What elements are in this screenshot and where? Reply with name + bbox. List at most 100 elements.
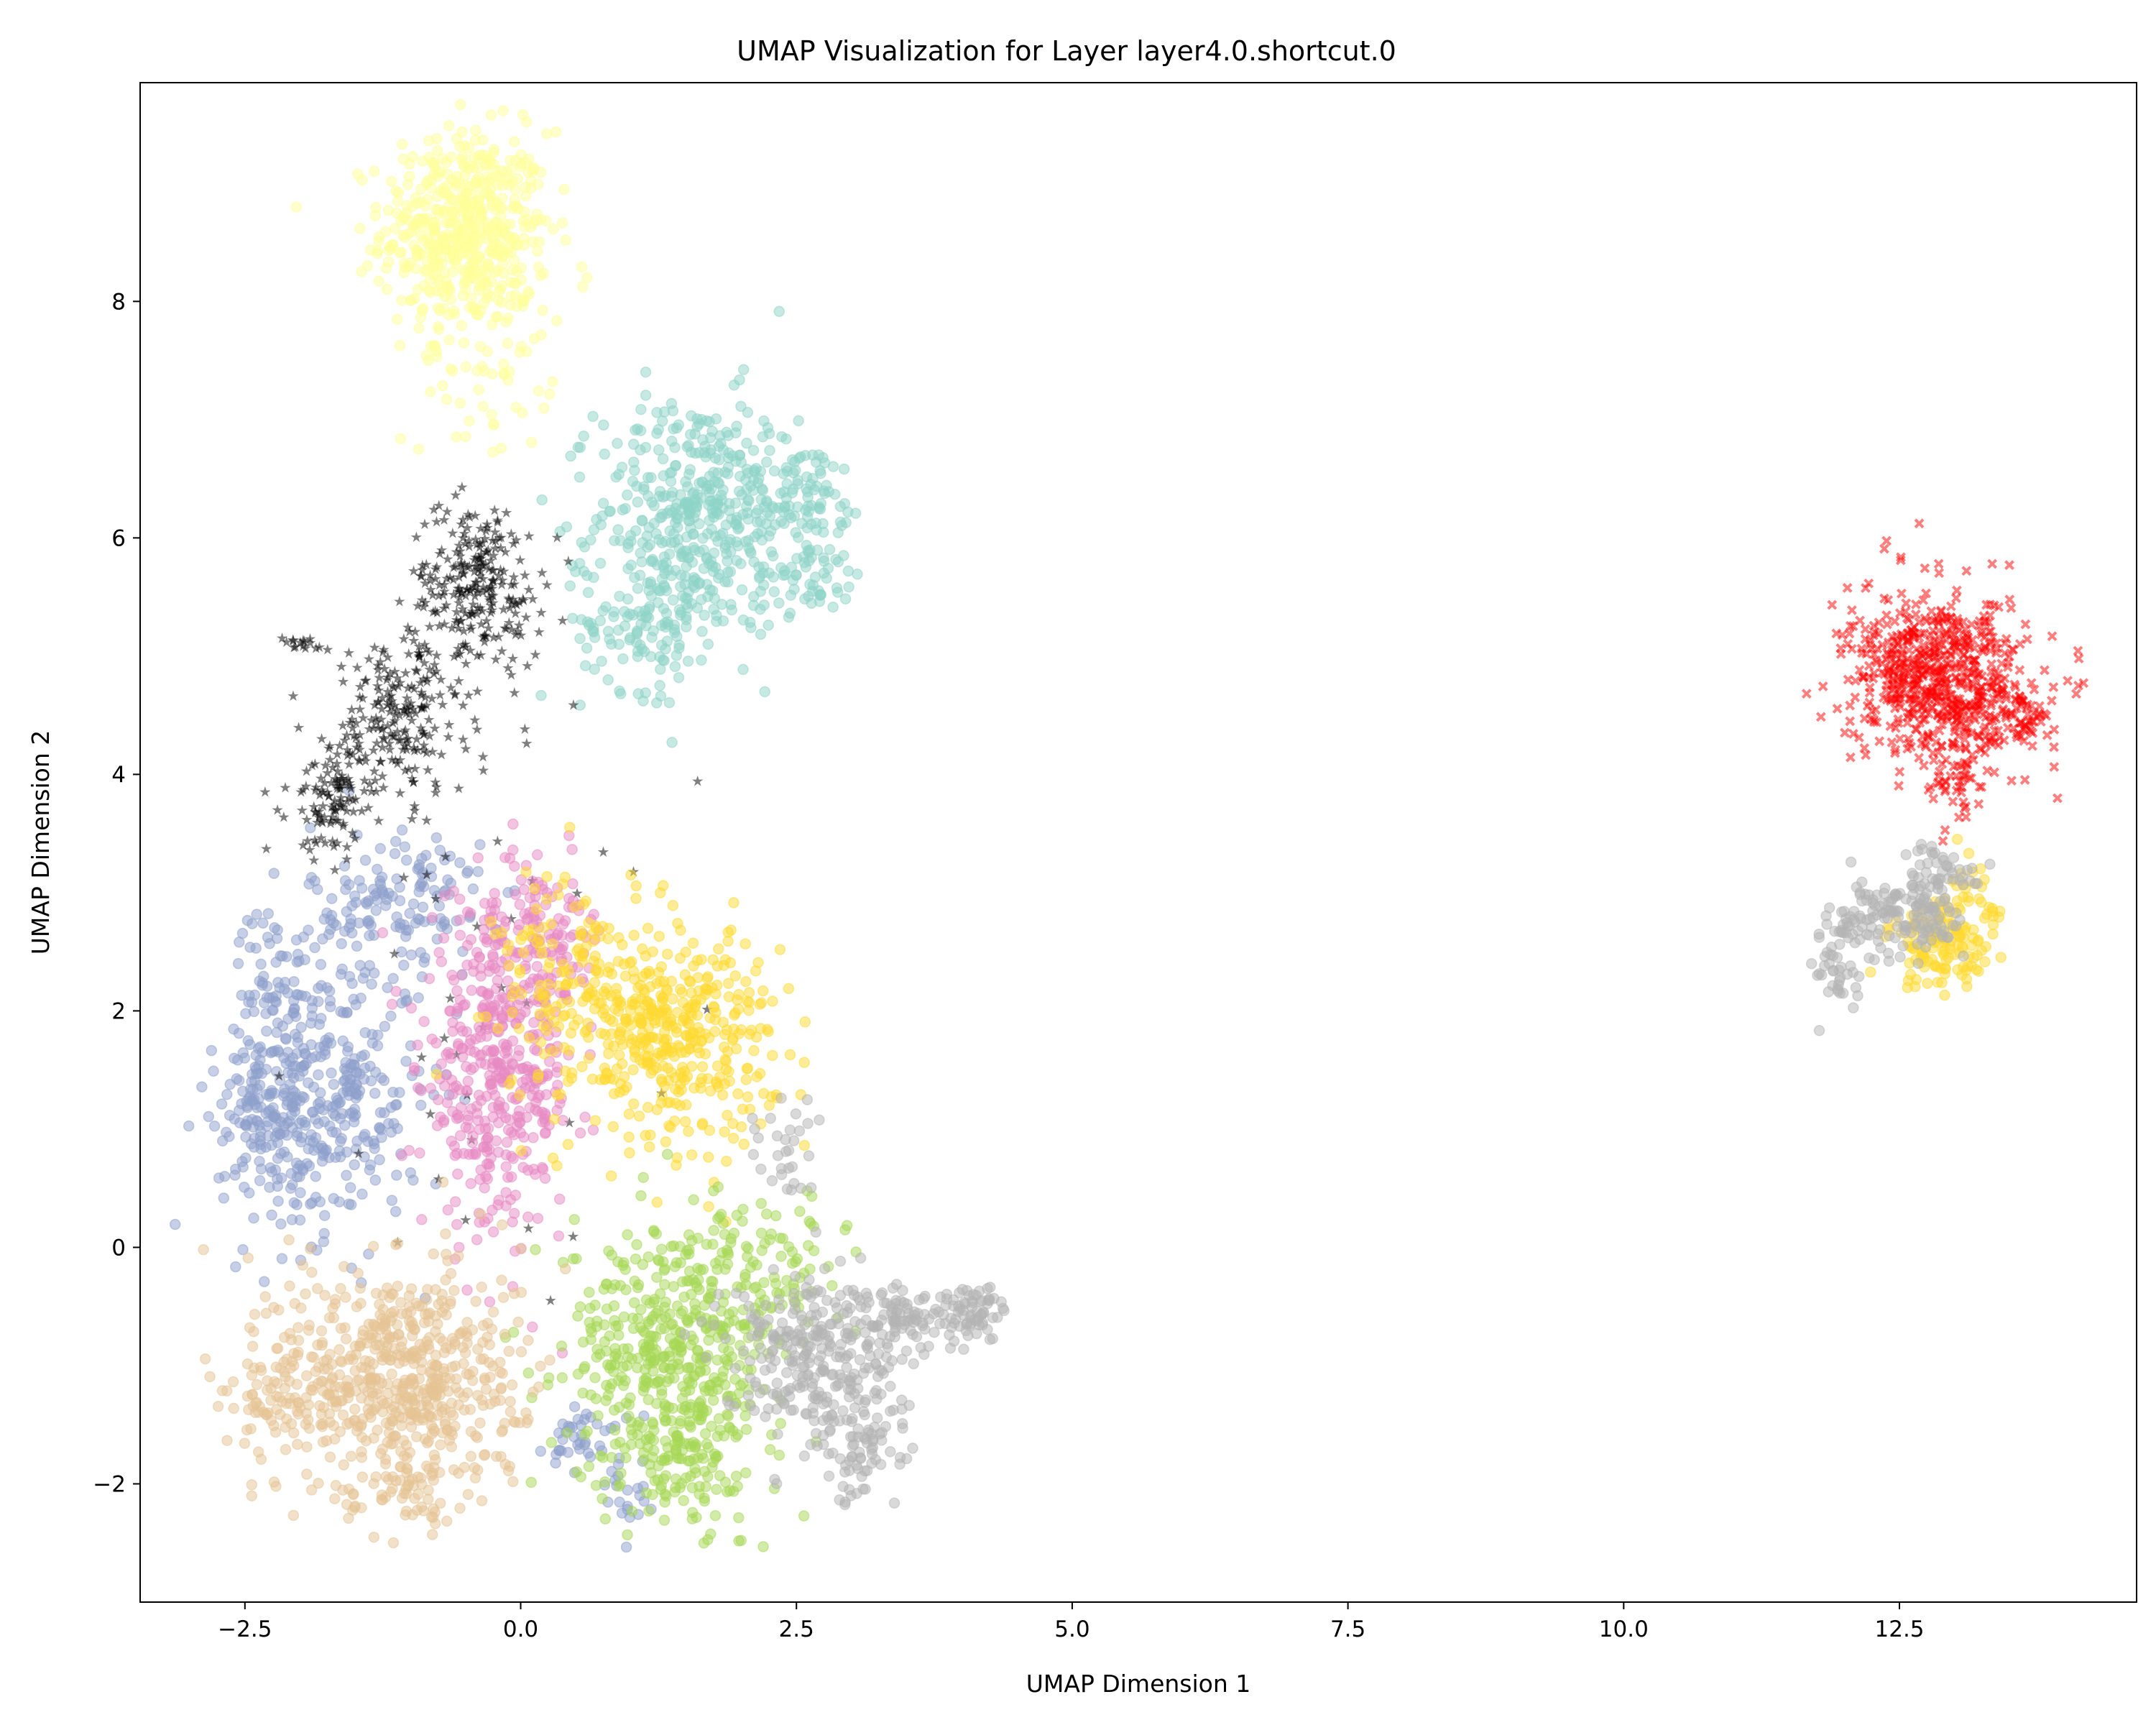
data-point <box>653 444 665 456</box>
data-point <box>614 1496 625 1508</box>
data-point <box>566 844 578 855</box>
data-point <box>421 256 433 267</box>
data-point <box>394 1087 405 1098</box>
data-point <box>688 544 701 556</box>
data-point <box>438 932 450 944</box>
data-point <box>487 318 498 331</box>
data-point <box>342 1041 354 1053</box>
data-point: ★ <box>484 577 497 594</box>
data-point <box>416 1214 428 1225</box>
data-point <box>487 368 498 380</box>
data-point <box>798 1139 811 1151</box>
data-point <box>732 994 743 1006</box>
data-point <box>407 1174 419 1186</box>
data-point <box>492 1117 505 1128</box>
data-point <box>403 1290 415 1302</box>
data-point <box>617 939 628 951</box>
data-point <box>722 566 734 578</box>
data-point <box>735 400 747 413</box>
data-point <box>728 897 740 908</box>
data-point <box>735 1535 747 1546</box>
data-point <box>416 304 428 316</box>
data-point <box>674 1482 686 1494</box>
data-point <box>698 1537 710 1549</box>
data-point <box>1962 891 1974 903</box>
data-point <box>372 863 383 875</box>
data-point <box>522 1335 534 1346</box>
data-point <box>247 1068 258 1080</box>
data-point <box>330 1151 341 1164</box>
data-point <box>599 1003 610 1015</box>
data-point: ★ <box>388 945 401 962</box>
data-point <box>486 409 497 420</box>
data-point <box>233 1075 245 1086</box>
data-point <box>502 1045 513 1057</box>
data-point <box>624 957 636 969</box>
data-point <box>657 453 669 465</box>
data-point <box>572 1439 584 1450</box>
data-point <box>354 223 366 234</box>
data-point <box>699 1048 711 1059</box>
data-point <box>456 126 468 138</box>
data-point <box>792 474 803 487</box>
data-point <box>515 1145 528 1156</box>
data-point <box>507 844 519 856</box>
data-point <box>768 586 780 598</box>
data-point <box>776 431 788 443</box>
data-point <box>387 239 399 251</box>
data-point <box>688 960 699 972</box>
data-point <box>783 983 795 995</box>
data-point <box>427 248 439 260</box>
data-point: ★ <box>505 595 518 612</box>
data-point <box>602 674 614 686</box>
data-point <box>598 419 609 431</box>
data-point <box>767 550 779 562</box>
data-point <box>711 615 722 627</box>
data-point <box>791 553 803 564</box>
data-point <box>553 1193 566 1205</box>
data-point <box>518 1131 530 1143</box>
data-point <box>556 1372 568 1384</box>
data-point <box>272 1195 284 1207</box>
data-point <box>711 980 723 991</box>
data-point <box>505 164 517 176</box>
data-point <box>481 1030 492 1042</box>
data-point <box>509 277 520 289</box>
data-point <box>681 1099 692 1111</box>
data-point <box>473 1011 484 1024</box>
data-point: ★ <box>435 671 448 688</box>
data-point <box>602 1039 614 1050</box>
data-point <box>615 1022 627 1034</box>
data-point <box>363 1329 375 1341</box>
data-point <box>462 1075 474 1087</box>
data-point <box>476 1282 487 1293</box>
data-point <box>652 597 664 609</box>
data-point <box>390 985 402 998</box>
data-point <box>487 1226 499 1238</box>
data-point <box>826 1279 838 1292</box>
data-point <box>233 1105 245 1116</box>
data-point <box>454 914 466 926</box>
data-point <box>402 228 414 240</box>
data-point <box>624 608 636 620</box>
data-point <box>533 385 545 397</box>
data-point <box>417 155 428 167</box>
data-point <box>599 1319 610 1331</box>
data-point <box>662 619 674 630</box>
data-point <box>731 555 742 566</box>
data-point <box>628 456 640 468</box>
data-point <box>543 962 555 974</box>
data-point <box>502 174 514 185</box>
data-point <box>328 1493 341 1504</box>
data-point <box>763 620 774 631</box>
data-point: ★ <box>474 646 487 663</box>
data-point <box>459 170 471 182</box>
data-point <box>471 365 483 377</box>
data-point <box>703 1200 714 1213</box>
data-point <box>522 924 534 937</box>
data-point <box>638 484 650 495</box>
data-point <box>786 512 797 524</box>
data-point <box>802 500 814 512</box>
data-point <box>454 929 466 941</box>
data-point <box>496 1274 507 1286</box>
